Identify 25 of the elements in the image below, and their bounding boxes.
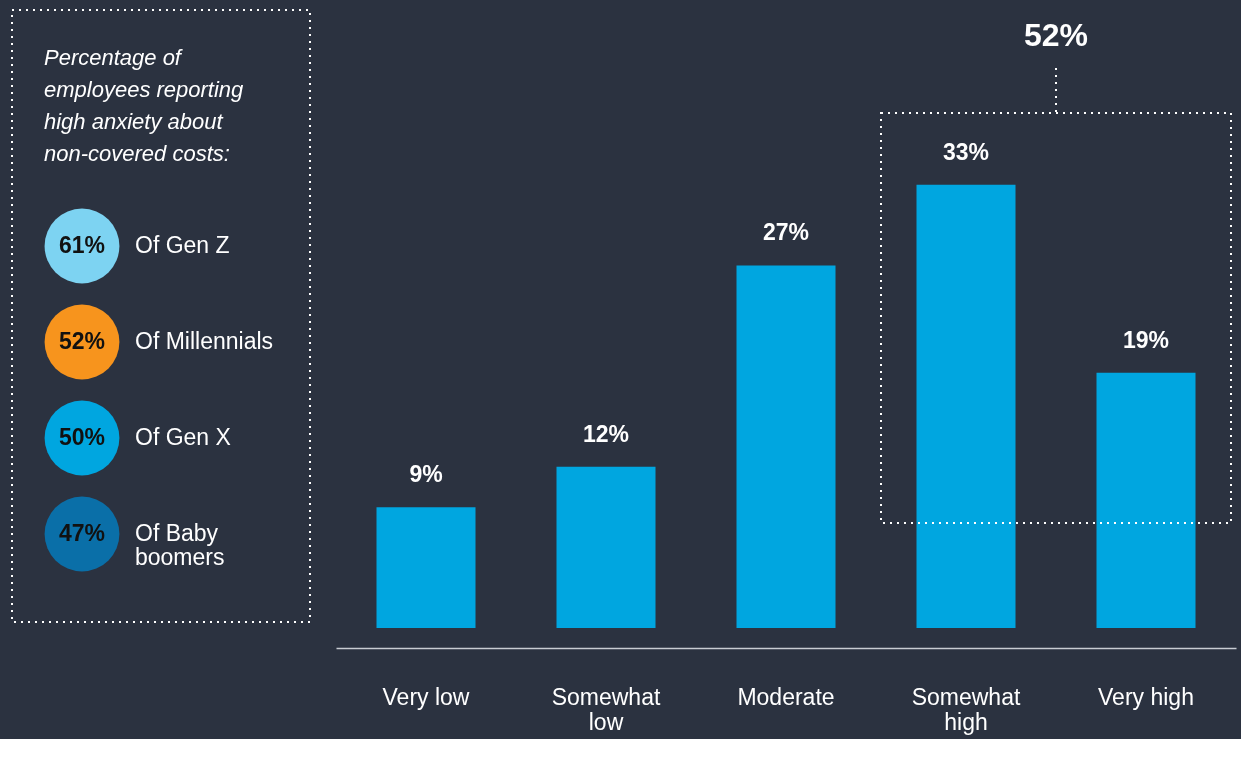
- x-tick-label: Somewhat high: [911, 683, 1021, 735]
- category-label: Of Baby boomers: [135, 520, 225, 570]
- data-label: 27%: [762, 219, 810, 246]
- data-label: 9%: [409, 461, 443, 488]
- bar: [556, 466, 656, 628]
- data-label: 52%: [58, 328, 106, 354]
- data-label: 61%: [58, 232, 106, 258]
- data-label: 33%: [942, 138, 990, 165]
- data-label: 50%: [58, 424, 106, 450]
- data-label: 19%: [1122, 326, 1170, 353]
- x-tick-label: Very low: [382, 683, 470, 710]
- bar: [736, 265, 836, 628]
- x-tick-label: Moderate: [737, 683, 835, 710]
- data-label: 47%: [58, 520, 106, 546]
- category-label: Of Gen Z: [135, 232, 230, 258]
- text: Percentage of employees reporting high anxiety about non-covered costs:: [44, 45, 245, 166]
- category-label: Of Gen X: [135, 424, 231, 450]
- bar: [1096, 372, 1196, 628]
- x-tick-label: Very high: [1098, 683, 1194, 710]
- category-label: Of Millennials: [135, 328, 274, 354]
- data-label: 12%: [582, 420, 630, 447]
- x-tick-label: Somewhat low: [551, 683, 661, 735]
- text: 52%: [1023, 17, 1089, 53]
- bar: [376, 507, 476, 628]
- bar: [916, 184, 1016, 628]
